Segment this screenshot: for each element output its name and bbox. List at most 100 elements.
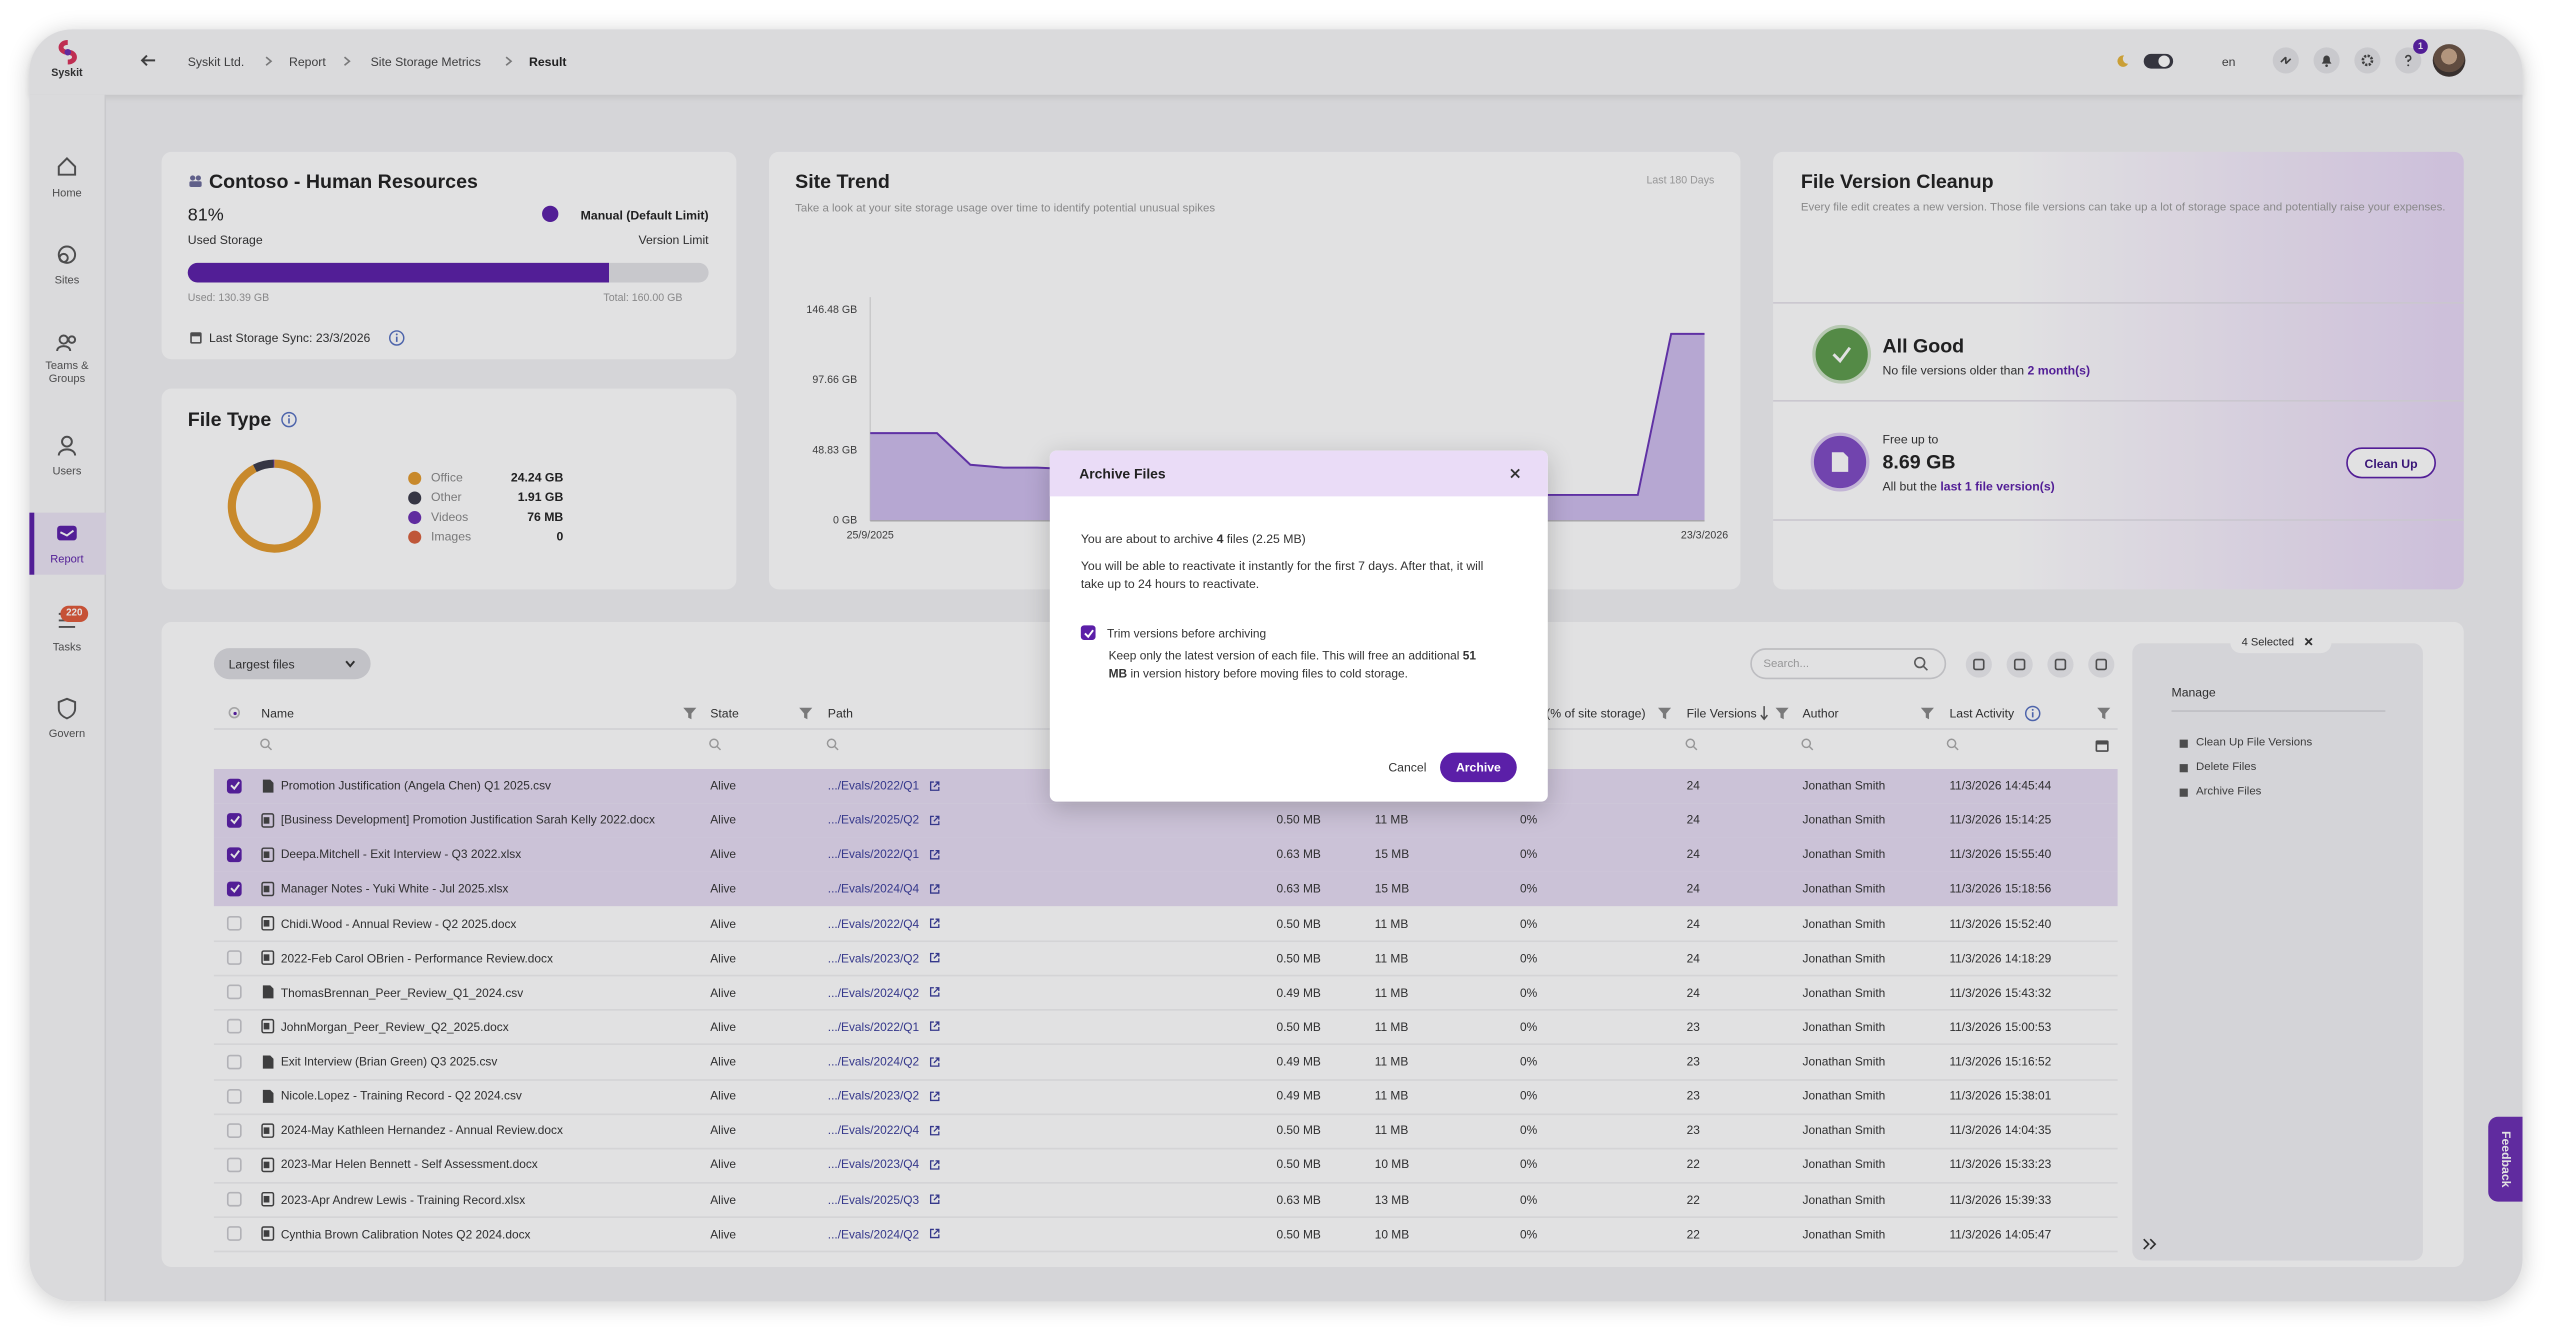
row-checkbox[interactable]: [226, 1157, 242, 1173]
file-path[interactable]: .../Evals/2024/Q2: [827, 1053, 920, 1069]
file-path[interactable]: .../Evals/2024/Q2: [827, 984, 920, 1000]
file-name[interactable]: 2023-Mar Helen Bennett - Self Assessment…: [280, 1157, 538, 1173]
language-selector[interactable]: en: [2221, 53, 2236, 69]
column-header[interactable]: Author: [1802, 706, 1839, 721]
file-name[interactable]: Promotion Justification (Angela Chen) Q1…: [280, 777, 552, 793]
row-checkbox[interactable]: [226, 812, 242, 828]
file-state: Alive: [710, 984, 737, 1000]
row-checkbox[interactable]: [226, 777, 242, 793]
manage-action[interactable]: Clean Up File Versions: [2195, 737, 2313, 749]
file-name[interactable]: Cynthia Brown Calibration Notes Q2 2024.…: [280, 1226, 531, 1242]
file-path[interactable]: .../Evals/2022/Q4: [827, 915, 920, 931]
avatar[interactable]: [2432, 44, 2466, 77]
file-path[interactable]: .../Evals/2022/Q1: [827, 846, 920, 862]
file-path[interactable]: .../Evals/2023/Q2: [827, 950, 920, 966]
file-state: Alive: [710, 1122, 737, 1138]
file-name[interactable]: 2024-May Kathleen Hernandez - Annual Rev…: [280, 1122, 563, 1138]
column-header[interactable]: (% of site storage): [1546, 706, 1646, 721]
file-name[interactable]: Nicole.Lopez - Training Record - Q2 2024…: [280, 1088, 522, 1104]
sidebar-label[interactable]: Tasks: [52, 642, 82, 654]
row-checkbox[interactable]: [226, 984, 242, 1000]
sidebar-label[interactable]: Users: [52, 466, 82, 478]
toolbar-button[interactable]: [1965, 651, 1992, 678]
file-type-icon: [261, 847, 275, 862]
toolbar-button[interactable]: [2006, 651, 2033, 678]
version-storage: 15 MB: [1374, 881, 1410, 897]
file-name[interactable]: Manager Notes - Yuki White - Jul 2025.xl…: [280, 881, 509, 897]
row-checkbox[interactable]: [226, 1226, 242, 1242]
trim-checkbox[interactable]: [1080, 625, 1096, 641]
icon-shape: [1831, 452, 1849, 472]
icon-shape: [929, 884, 940, 894]
toolbar-button[interactable]: [2088, 651, 2115, 678]
row-checkbox[interactable]: [226, 1019, 242, 1035]
toolbar-button[interactable]: [2047, 651, 2074, 678]
file-path[interactable]: .../Evals/2022/Q4: [827, 1122, 920, 1138]
row-checkbox[interactable]: [226, 1122, 242, 1138]
file-path[interactable]: .../Evals/2022/Q1: [827, 777, 920, 793]
clean-up-button-label[interactable]: Clean Up: [2364, 455, 2418, 471]
status-text-part[interactable]: 2 month(s): [2027, 363, 2091, 378]
search-box[interactable]: [1750, 648, 1947, 680]
sidebar-label[interactable]: Sites: [54, 275, 80, 287]
row-checkbox[interactable]: [226, 1053, 242, 1069]
column-header[interactable]: Last Activity: [1949, 706, 2015, 721]
row-checkbox[interactable]: [226, 1088, 242, 1104]
file-name[interactable]: 2023-Apr Andrew Lewis - Training Record.…: [280, 1191, 526, 1207]
row-checkbox[interactable]: [226, 1191, 242, 1207]
version-limit: Manual (Default Limit): [580, 207, 709, 223]
breadcrumb-item[interactable]: Syskit Ltd.: [187, 53, 245, 69]
check-icon: [1832, 346, 1852, 364]
calendar-icon: [190, 332, 202, 344]
row-checkbox[interactable]: [226, 950, 242, 966]
breadcrumb-item[interactable]: Report: [288, 53, 326, 69]
file-path[interactable]: .../Evals/2024/Q2: [827, 1226, 920, 1242]
view-dropdown[interactable]: [213, 648, 371, 680]
column-header[interactable]: State: [710, 706, 739, 721]
file-path[interactable]: .../Evals/2025/Q2: [827, 812, 920, 828]
file-name[interactable]: Deepa.Mitchell - Exit Interview - Q3 202…: [280, 846, 522, 862]
sidebar-label[interactable]: Home: [52, 188, 82, 201]
icon-shape: [505, 56, 513, 66]
column-header[interactable]: Path: [827, 706, 853, 721]
file-name[interactable]: 2022-Feb Carol OBrien - Performance Revi…: [280, 950, 553, 966]
feedback-tab[interactable]: [2488, 1116, 2523, 1202]
file-state: Alive: [710, 1191, 737, 1207]
column-header[interactable]: Name: [261, 706, 294, 721]
file-name[interactable]: [Business Development] Promotion Justifi…: [280, 812, 655, 828]
file-name[interactable]: Chidi.Wood - Annual Review - Q2 2025.doc…: [280, 915, 517, 931]
file-path[interactable]: .../Evals/2023/Q4: [827, 1157, 920, 1173]
file-path[interactable]: .../Evals/2025/Q3: [827, 1191, 920, 1207]
file-type-icon: [262, 985, 274, 999]
view-dropdown-label[interactable]: Largest files: [228, 656, 295, 672]
icon-shape: [263, 1196, 270, 1203]
manage-action[interactable]: Archive Files: [2195, 786, 2262, 798]
file-name[interactable]: ThomasBrennan_Peer_Review_Q1_2024.csv: [280, 984, 524, 1000]
sidebar-label[interactable]: Teams & Groups: [45, 360, 89, 387]
sync-icon: [2280, 56, 2292, 65]
archive-button[interactable]: [1440, 752, 1517, 783]
file-name[interactable]: JohnMorgan_Peer_Review_Q2_2025.docx: [280, 1019, 509, 1035]
sidebar-icon: [57, 156, 77, 176]
trim-label[interactable]: Trim versions before archiving: [1106, 625, 1267, 641]
sidebar-label[interactable]: Report: [50, 554, 84, 566]
sidebar-label[interactable]: Govern: [48, 729, 86, 741]
topbar-button[interactable]: [2354, 47, 2381, 74]
column-header[interactable]: File Versions: [1686, 706, 1757, 721]
file-path[interactable]: .../Evals/2023/Q2: [827, 1088, 920, 1104]
clean-up-button[interactable]: [2346, 447, 2436, 479]
icon-shape: [67, 335, 77, 344]
manage-action[interactable]: Delete Files: [2195, 761, 2257, 774]
file-path[interactable]: .../Evals/2024/Q4: [827, 881, 920, 897]
row-checkbox[interactable]: [226, 846, 242, 862]
row-checkbox[interactable]: [226, 881, 242, 897]
file-name[interactable]: Exit Interview (Brian Green) Q3 2025.csv: [280, 1053, 498, 1069]
icon-shape: [190, 175, 196, 181]
file-path[interactable]: .../Evals/2022/Q1: [827, 1019, 920, 1035]
cancel-button[interactable]: Cancel: [1388, 760, 1427, 775]
row-checkbox[interactable]: [226, 915, 242, 931]
breadcrumb-item[interactable]: Site Storage Metrics: [370, 53, 481, 69]
archive-button-label[interactable]: Archive: [1455, 760, 1501, 775]
file-type-icon: [261, 1192, 275, 1207]
free-text-part[interactable]: last 1 file version(s): [1940, 479, 2055, 494]
